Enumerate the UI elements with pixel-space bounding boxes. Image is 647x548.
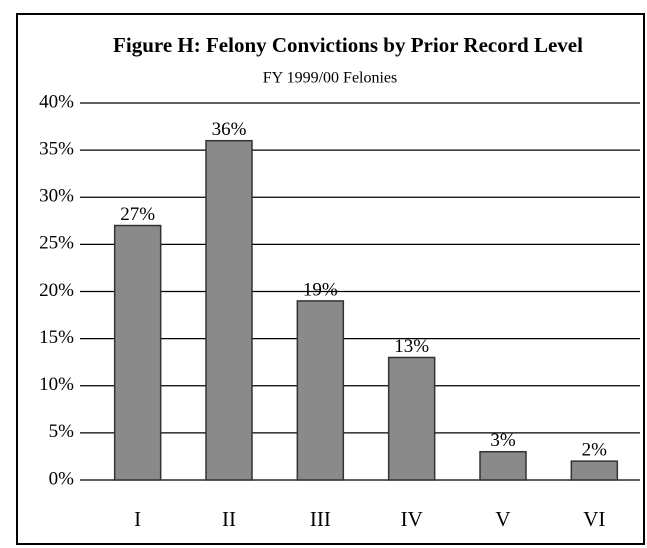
x-tick-label: III <box>310 507 331 531</box>
data-label: 19% <box>303 279 338 300</box>
bar <box>570 460 619 481</box>
bar <box>296 300 345 481</box>
y-tick-label: 35% <box>39 138 74 159</box>
bar <box>387 356 436 481</box>
y-tick-label: 15% <box>39 327 74 348</box>
y-tick-label: 5% <box>49 421 75 442</box>
x-tick-label: II <box>222 507 236 531</box>
bar <box>113 224 162 481</box>
chart-subtitle: FY 1999/00 Felonies <box>263 70 398 87</box>
bar <box>205 139 253 481</box>
x-tick-label: I <box>134 507 141 531</box>
bar <box>479 450 527 481</box>
data-label: 36% <box>212 119 247 140</box>
y-tick-label: 20% <box>39 280 74 301</box>
y-tick-label: 10% <box>39 374 74 395</box>
data-label: 3% <box>490 430 516 451</box>
x-tick-label: IV <box>401 507 423 531</box>
x-tick-label: VI <box>583 507 605 531</box>
y-tick-label: 40% <box>39 91 74 112</box>
data-label: 13% <box>394 336 429 357</box>
x-tick-label: V <box>495 507 510 531</box>
data-label: 2% <box>582 440 608 461</box>
chart-title: Figure H: Felony Convictions by Prior Re… <box>113 33 583 57</box>
y-tick-label: 25% <box>39 233 74 254</box>
data-label: 27% <box>120 204 155 225</box>
y-tick-label: 30% <box>39 186 74 207</box>
y-tick-label: 0% <box>49 468 75 489</box>
